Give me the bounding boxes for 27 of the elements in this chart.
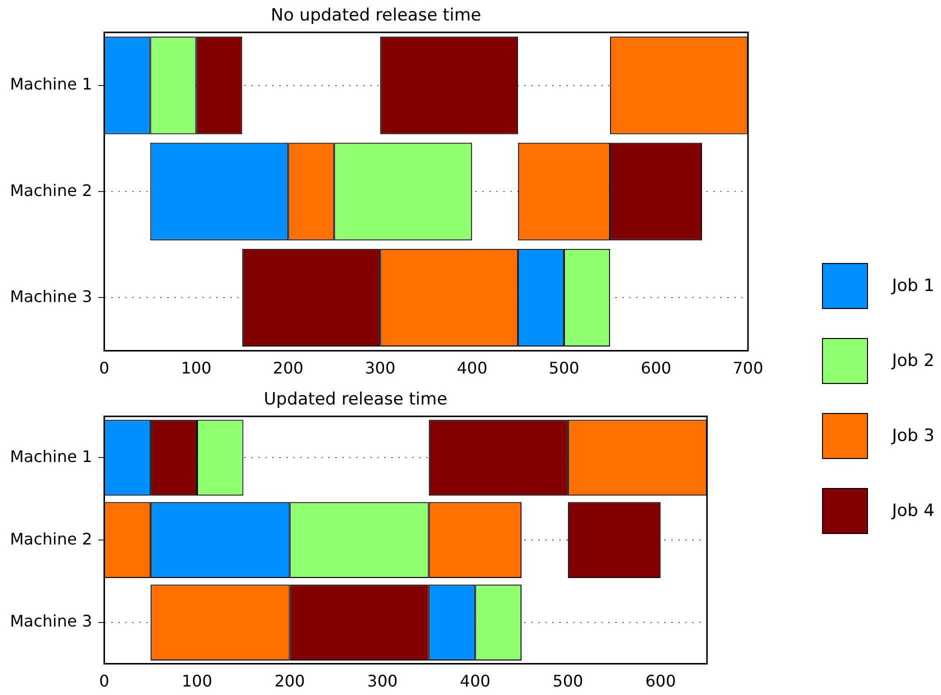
x-tick-label: 700: [732, 358, 764, 378]
chart-title: Updated release time: [264, 390, 448, 410]
y-tick-label: Machine 2: [10, 180, 92, 200]
x-tick-label: 0: [99, 358, 110, 378]
text: Job 3: [892, 426, 934, 446]
chart-title: No updated release time: [270, 6, 482, 26]
y-tick-label: Machine 1: [10, 74, 92, 94]
text: Job 4: [892, 500, 934, 520]
text: Job 2: [892, 350, 934, 370]
x-tick-label: 400: [456, 358, 488, 378]
x-tick-label: 0: [99, 672, 110, 691]
y-tick-label: Machine 2: [10, 529, 92, 548]
y-tick-label: Machine 3: [10, 612, 92, 631]
y-tick-label: Machine 3: [10, 286, 92, 306]
x-tick-label: 200: [274, 672, 305, 691]
y-tick-label: Machine 1: [10, 446, 92, 466]
x-tick-label: 300: [364, 358, 396, 378]
text: Job 1: [892, 276, 934, 296]
x-tick-label: 600: [640, 358, 672, 378]
x-tick-label: 300: [367, 672, 398, 691]
x-tick-label: 100: [182, 672, 212, 691]
x-tick-label: 200: [272, 358, 304, 378]
x-tick-label: 100: [180, 358, 212, 378]
x-tick-label: 400: [460, 672, 490, 691]
x-tick-label: 600: [645, 672, 676, 691]
x-tick-label: 500: [548, 358, 580, 378]
x-tick-label: 500: [552, 672, 584, 691]
